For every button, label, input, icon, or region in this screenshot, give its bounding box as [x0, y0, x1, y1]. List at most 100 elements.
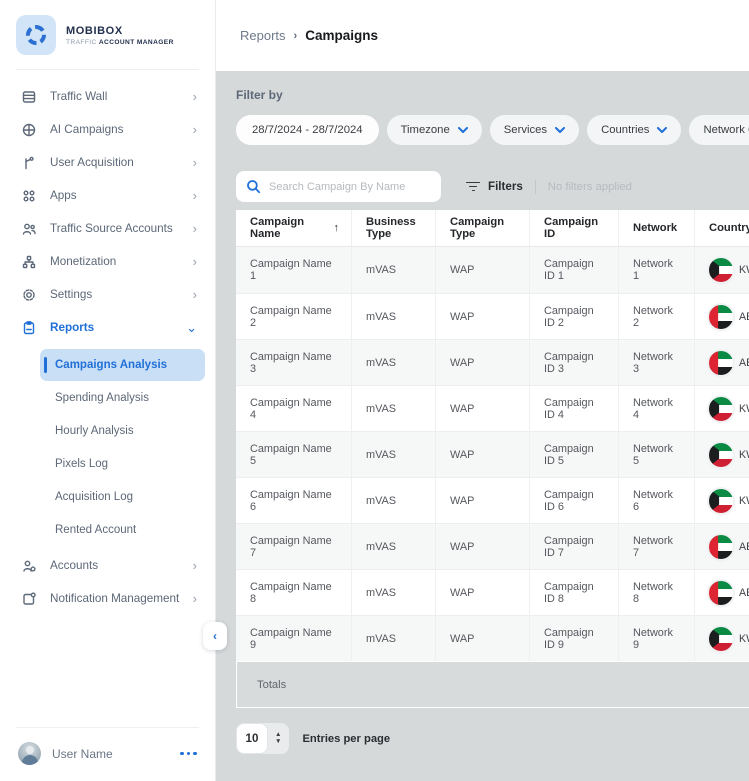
divider: [534, 179, 536, 194]
campaign-type-cell: WAP: [435, 524, 529, 569]
search-box[interactable]: [236, 171, 441, 202]
date-range-chip[interactable]: 28/7/2024 - 28/7/2024: [236, 115, 379, 145]
sidebar-item-accounts[interactable]: Accounts ›: [0, 549, 215, 582]
column-header-campaign-name[interactable]: Campaign Name ↑: [250, 216, 340, 240]
table-row[interactable]: Campaign Name 3 mVAS WAP Campaign ID 3 N…: [236, 339, 749, 385]
chevron-right-icon: ›: [192, 122, 197, 137]
campaign-id-cell: Campaign ID 8: [529, 570, 618, 615]
country-cell: AE: [694, 294, 749, 339]
country-flag-icon: [709, 258, 733, 282]
sidebar-item-notification-management[interactable]: Notification Management ›: [0, 582, 215, 615]
table-row[interactable]: Campaign Name 6 mVAS WAP Campaign ID 6 N…: [236, 477, 749, 523]
decrement-icon[interactable]: ▼: [275, 738, 282, 745]
network-groups-label: Network Groups: [703, 124, 749, 136]
chevron-right-icon: ›: [192, 558, 197, 573]
sidebar-collapse-button[interactable]: ‹: [203, 622, 227, 650]
table-row[interactable]: Campaign Name 7 mVAS WAP Campaign ID 7 N…: [236, 523, 749, 569]
campaign-name-cell: Campaign Name 2: [250, 304, 332, 329]
sidebar-item-label: Settings: [50, 288, 93, 301]
table-row[interactable]: Campaign Name 1 mVAS WAP Campaign ID 1 N…: [236, 247, 749, 293]
table-row[interactable]: Campaign Name 2 mVAS WAP Campaign ID 2 N…: [236, 293, 749, 339]
topbar: Reports › Campaigns: [216, 0, 749, 71]
column-header-country[interactable]: Country: [694, 210, 749, 246]
country-flag-icon: [709, 304, 733, 329]
country-code: AE: [739, 356, 749, 369]
gear-icon: [20, 286, 37, 303]
submenu-item-hourly-analysis[interactable]: Hourly Analysis: [55, 425, 134, 437]
sidebar-item-label: AI Campaigns: [50, 123, 124, 136]
campaign-id-cell: Campaign ID 9: [529, 616, 618, 661]
reports-submenu: Campaigns Analysis Spending Analysis Hou…: [0, 344, 215, 549]
table-row[interactable]: Campaign Name 4 mVAS WAP Campaign ID 4 N…: [236, 385, 749, 431]
sort-asc-icon[interactable]: ↑: [333, 222, 340, 234]
network-cell: Network 1: [618, 247, 694, 293]
sidebar-item-reports[interactable]: Reports ⌄: [0, 311, 215, 344]
table-row[interactable]: Campaign Name 8 mVAS WAP Campaign ID 8 N…: [236, 569, 749, 615]
chevron-right-icon: ›: [192, 155, 197, 170]
sidebar-item-settings[interactable]: Settings ›: [0, 278, 215, 311]
timezone-dropdown[interactable]: Timezone: [386, 115, 482, 145]
network-groups-dropdown[interactable]: Network Groups: [689, 115, 749, 145]
campaign-id-cell: Campaign ID 3: [529, 340, 618, 385]
network-cell: Network 4: [618, 386, 694, 431]
clipboard-icon: [20, 319, 37, 336]
user-row[interactable]: User Name: [0, 728, 215, 781]
timezone-label: Timezone: [400, 124, 450, 136]
sidebar-item-label: Traffic Wall: [50, 90, 108, 103]
sidebar-item-traffic-wall[interactable]: Traffic Wall ›: [0, 80, 215, 113]
country-cell: KW: [694, 616, 749, 661]
country-cell: AE: [694, 570, 749, 615]
sidebar-item-user-acquisition[interactable]: User Acquisition ›: [0, 146, 215, 179]
user-avatar: [18, 742, 41, 765]
filters-button[interactable]: Filters: [466, 180, 523, 193]
table-row[interactable]: Campaign Name 5 mVAS WAP Campaign ID 5 N…: [236, 431, 749, 477]
table-row[interactable]: Campaign Name 9 mVAS WAP Campaign ID 9 N…: [236, 615, 749, 661]
campaign-name-cell: Campaign Name 9: [250, 626, 332, 651]
campaign-id-cell: Campaign ID 7: [529, 524, 618, 569]
sidebar-item-apps[interactable]: Apps ›: [0, 179, 215, 212]
submenu-item-pixels-log[interactable]: Pixels Log: [55, 458, 109, 470]
search-input[interactable]: [269, 180, 429, 193]
campaign-type-cell: WAP: [435, 340, 529, 385]
globe-icon: [20, 121, 37, 138]
sidebar-item-traffic-source-accounts[interactable]: Traffic Source Accounts ›: [0, 212, 215, 245]
date-range-value: 28/7/2024 - 28/7/2024: [252, 124, 363, 136]
breadcrumb-separator-icon: ›: [293, 29, 298, 42]
column-header-campaign-id[interactable]: Campaign ID: [529, 210, 618, 246]
campaign-name-cell: Campaign Name 5: [250, 442, 332, 467]
increment-icon[interactable]: ▲: [275, 731, 282, 738]
network-cell: Network 2: [618, 294, 694, 339]
sidebar: MOBIBOX TRAFFIC ACCOUNT MANAGER Traffic …: [0, 0, 227, 781]
submenu-item-rented-account[interactable]: Rented Account: [55, 524, 137, 536]
submenu-item-acquisition-log[interactable]: Acquisition Log: [55, 491, 133, 503]
breadcrumb-reports[interactable]: Reports: [240, 28, 286, 43]
campaign-name-cell: Campaign Name 6: [250, 488, 332, 513]
country-code: KW: [739, 264, 749, 276]
campaign-type-cell: WAP: [435, 570, 529, 615]
sidebar-item-label: Monetization: [50, 255, 117, 268]
countries-dropdown[interactable]: Countries: [587, 115, 682, 145]
chevron-down-icon: [657, 126, 668, 133]
campaign-id-cell: Campaign ID 5: [529, 432, 618, 477]
country-cell: KW: [694, 478, 749, 523]
submenu-item-spending-analysis[interactable]: Spending Analysis: [55, 392, 149, 404]
entries-per-page-label: Entries per page: [302, 732, 391, 745]
divider: [16, 69, 199, 70]
business-type-cell: mVAS: [351, 616, 435, 661]
column-header-network[interactable]: Network: [618, 210, 694, 246]
user-menu-dots-icon[interactable]: [180, 748, 197, 760]
services-dropdown[interactable]: Services: [489, 115, 580, 145]
country-code: KW: [739, 448, 749, 461]
sidebar-item-monetization[interactable]: Monetization ›: [0, 245, 215, 278]
business-type-cell: mVAS: [351, 432, 435, 477]
entries-count-input[interactable]: 10: [236, 723, 268, 754]
search-icon: [247, 180, 261, 194]
country-cell: KW: [694, 386, 749, 431]
sidebar-item-ai-campaigns[interactable]: AI Campaigns ›: [0, 113, 215, 146]
submenu-item-campaigns-analysis[interactable]: Campaigns Analysis: [40, 349, 205, 381]
campaign-id-cell: Campaign ID 2: [529, 294, 618, 339]
column-header-campaign-type[interactable]: Campaign Type: [435, 210, 529, 246]
column-header-business-type[interactable]: Business Type: [351, 210, 435, 246]
traffic-wall-icon: [20, 88, 37, 105]
